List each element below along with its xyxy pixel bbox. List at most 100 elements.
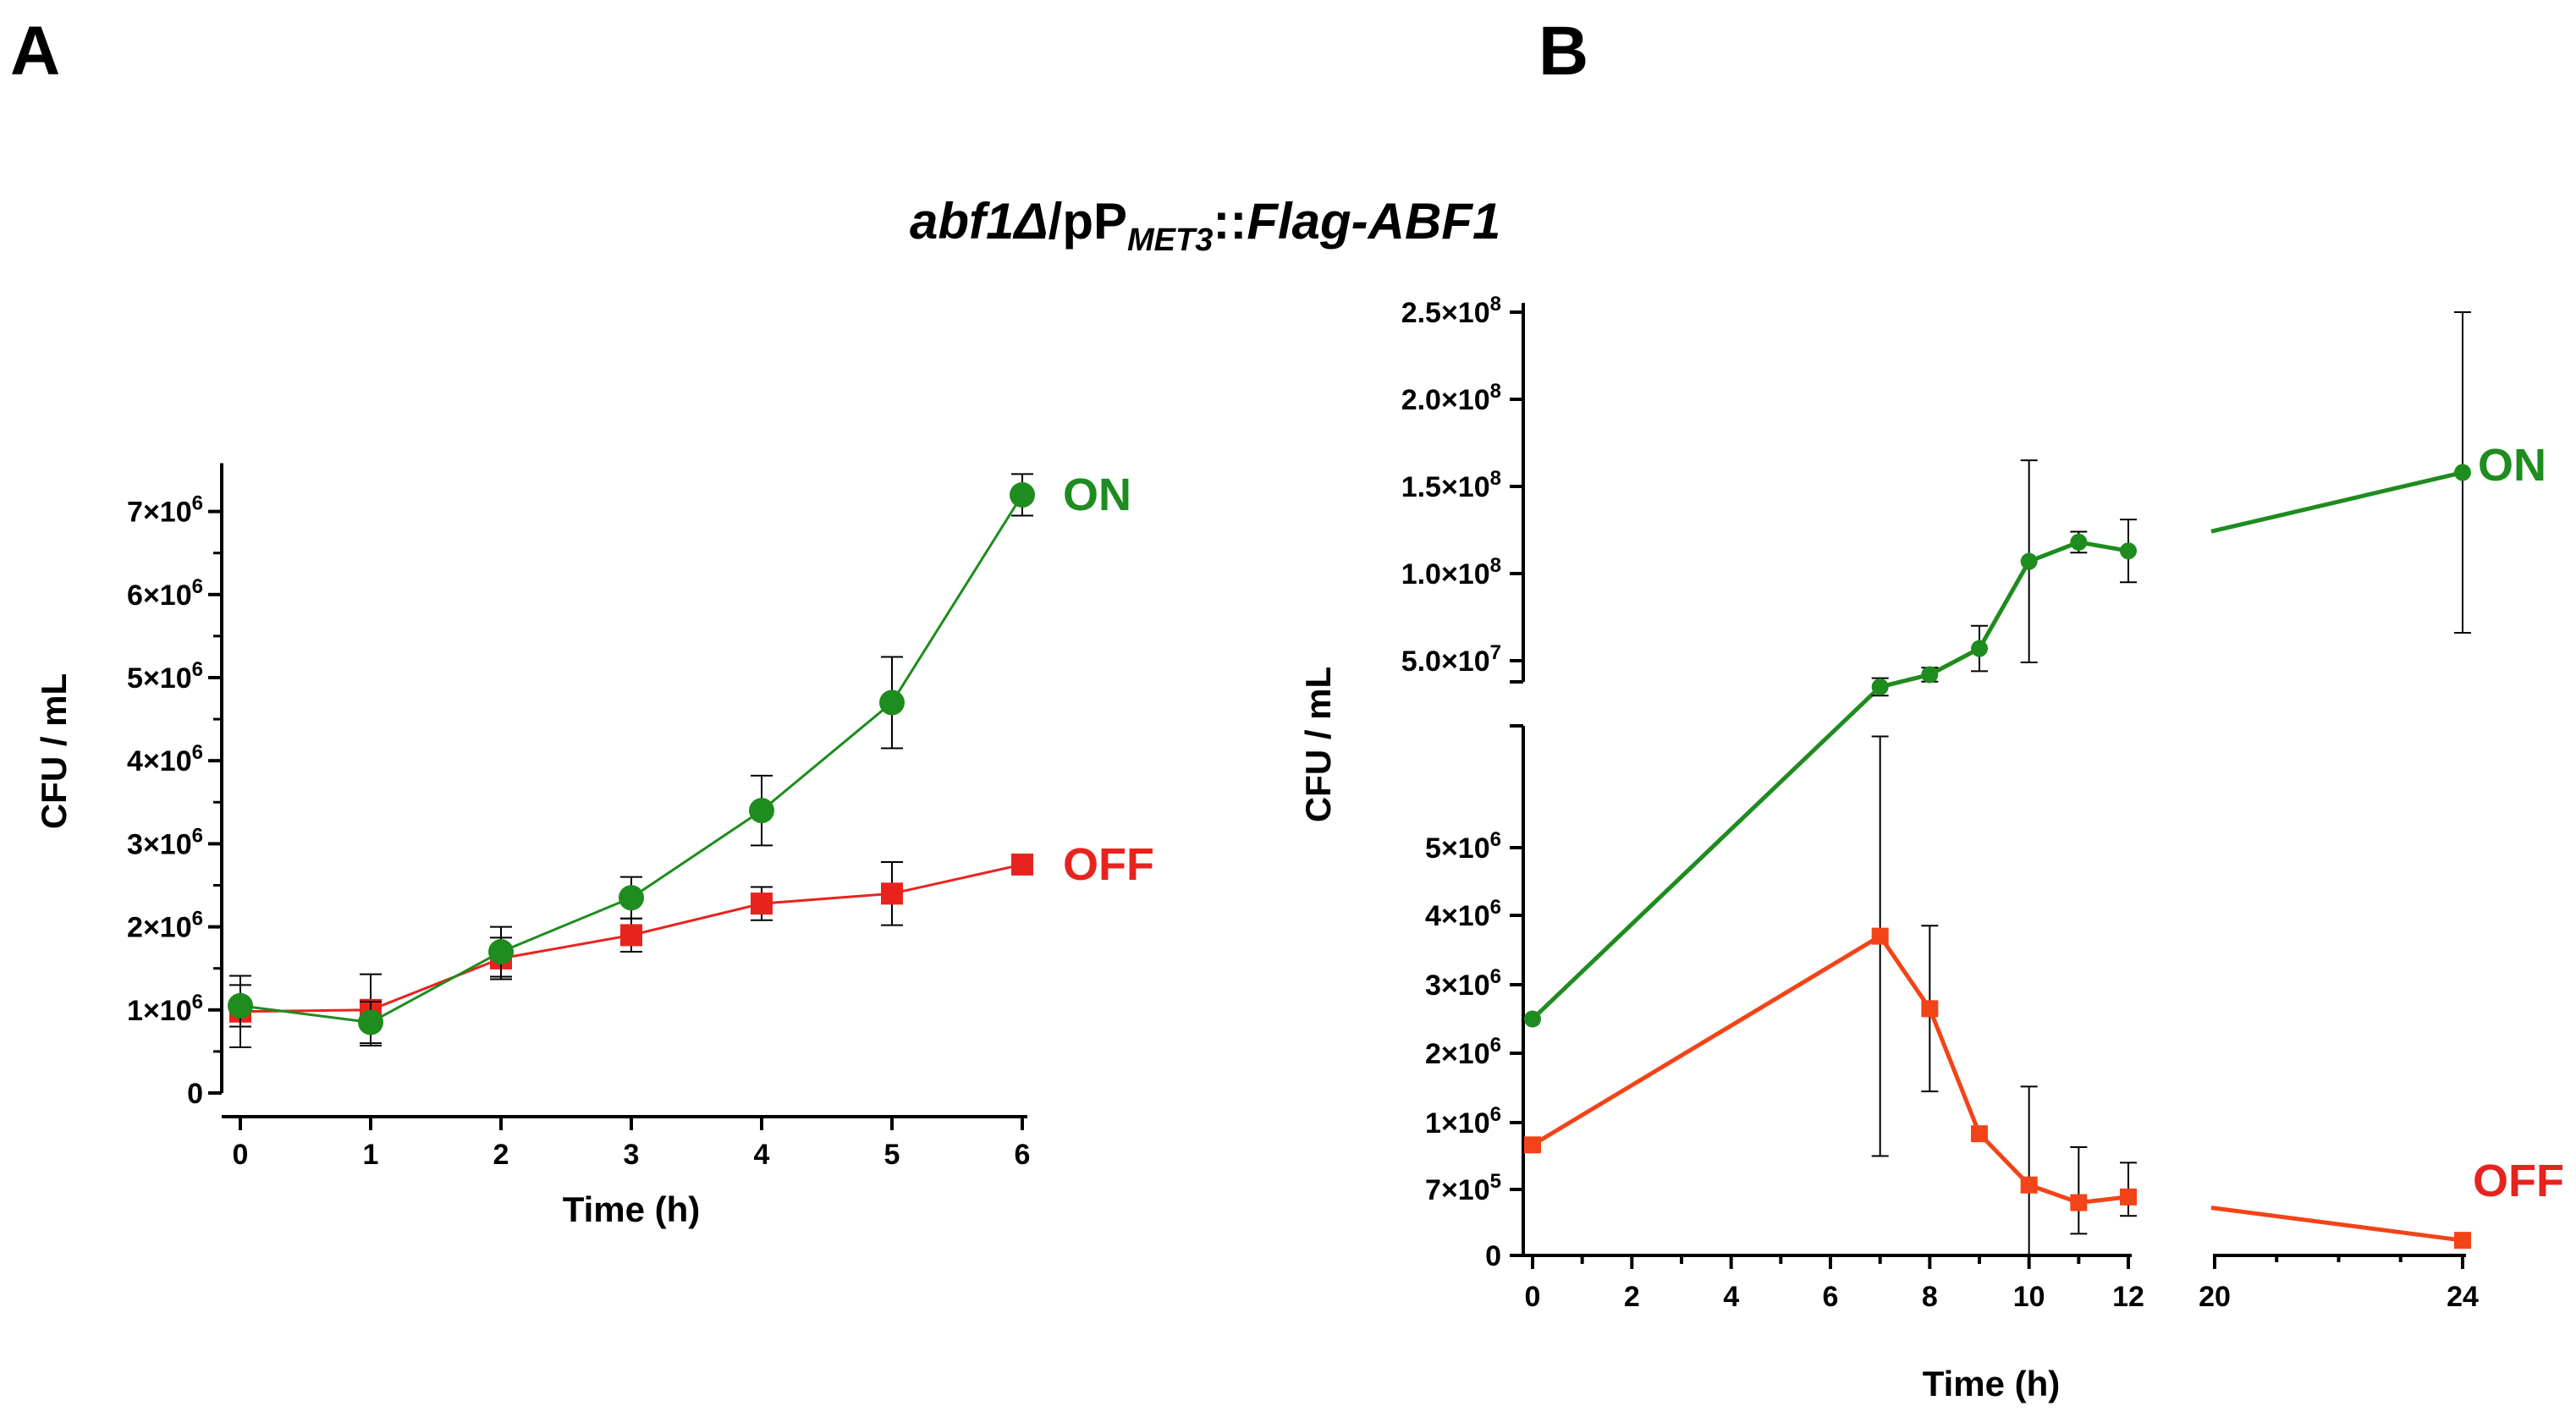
y-tick-label-a-exp: 6 xyxy=(192,824,203,847)
y-tick-label-a: 2×106 xyxy=(127,908,203,944)
y-tick-label-a-exp: 6 xyxy=(192,658,203,681)
x-tick-label-a: 4 xyxy=(754,1139,770,1171)
y-tick-label-a-exp: 6 xyxy=(192,741,203,764)
y-tick-label-a-base: 2×10 xyxy=(127,912,192,944)
y-axis-label-b: CFU / mL xyxy=(1298,667,1338,822)
y-tick-label-a: 3×106 xyxy=(127,824,203,860)
x-tick-label-b: 24 xyxy=(2447,1281,2479,1313)
chart-b: 5.0×1071.0×1081.5×1082.0×1082.5×10807×10… xyxy=(1298,293,2564,1403)
y-tick-label-upper-b-exp: 8 xyxy=(1490,293,1501,316)
y-tick-label-a-exp: 6 xyxy=(192,575,203,598)
title-promoter: MET3 xyxy=(1127,222,1213,258)
y-tick-label-lower-b: 2×106 xyxy=(1425,1034,1501,1070)
y-tick-label-a-base: 6×10 xyxy=(127,579,192,612)
y-tick-label-lower-b-base: 3×10 xyxy=(1425,969,1490,1002)
x-tick-label-a: 3 xyxy=(624,1139,640,1171)
y-tick-label-a-base: 1×10 xyxy=(127,995,192,1027)
y-tick-label-upper-b-base: 1.0×10 xyxy=(1401,558,1490,590)
title-construct: Flag-ABF1 xyxy=(1247,193,1500,250)
point-off-b xyxy=(2070,1194,2088,1211)
x-tick-label-a: 5 xyxy=(884,1139,900,1171)
x-tick-label-b: 20 xyxy=(2199,1281,2231,1313)
point-on-b xyxy=(1524,1010,1541,1028)
series-line-on-b xyxy=(2210,470,2463,534)
x-axis-label-b: Time (h) xyxy=(1923,1364,2061,1403)
y-tick-label-lower-b: 5×106 xyxy=(1425,828,1501,865)
point-on-b xyxy=(2120,542,2137,560)
point-on-a xyxy=(749,798,774,824)
x-tick-label-b: 0 xyxy=(1525,1281,1541,1313)
y-tick-label-lower-b-exp: 5 xyxy=(1490,1170,1501,1193)
y-tick-label-lower-b: 1×106 xyxy=(1425,1103,1501,1140)
series-line-off-b xyxy=(1531,933,2129,1206)
x-tick-label-a: 1 xyxy=(363,1139,379,1171)
title-gene: abf1Δ xyxy=(910,193,1049,250)
y-tick-label-upper-b: 1.5×108 xyxy=(1401,467,1501,503)
y-tick-label-upper-b: 2.0×108 xyxy=(1401,380,1501,416)
x-tick-label-a: 6 xyxy=(1015,1139,1031,1171)
x-tick-label-a: 2 xyxy=(493,1139,509,1171)
y-tick-label-upper-b-base: 2.0×10 xyxy=(1401,384,1490,416)
x-tick-label-b: 8 xyxy=(1922,1281,1938,1313)
x-tick-label-b: 6 xyxy=(1823,1281,1839,1313)
point-off-a xyxy=(1011,853,1033,876)
point-off-b xyxy=(1971,1125,1988,1143)
y-tick-label-a-base: 0 xyxy=(187,1078,203,1110)
y-tick-label-upper-b-exp: 7 xyxy=(1490,641,1501,664)
point-on-b xyxy=(2070,533,2088,551)
y-tick-label-lower-b-base: 7×10 xyxy=(1425,1174,1490,1206)
x-axis-label-a: Time (h) xyxy=(563,1189,701,1229)
y-tick-label-lower-b-base: 2×10 xyxy=(1425,1038,1490,1070)
y-tick-label-a: 0 xyxy=(187,1078,203,1110)
y-tick-label-a: 1×106 xyxy=(127,991,203,1027)
point-on-a xyxy=(619,885,644,911)
y-tick-label-lower-b: 0 xyxy=(1485,1240,1501,1272)
y-tick-label-lower-b-exp: 6 xyxy=(1490,896,1501,919)
point-off-b xyxy=(1921,1000,1939,1018)
point-on-a xyxy=(228,992,253,1019)
y-tick-label-upper-b-base: 2.5×10 xyxy=(1401,297,1490,329)
series-label-on-a: ON xyxy=(1063,470,1131,520)
point-off-a xyxy=(881,882,903,905)
point-on-a xyxy=(879,689,905,716)
point-on-a xyxy=(488,939,514,965)
y-tick-label-upper-b-exp: 8 xyxy=(1490,554,1501,577)
y-tick-label-upper-b-base: 5.0×10 xyxy=(1401,645,1490,678)
y-tick-label-lower-b-exp: 6 xyxy=(1490,828,1501,851)
x-tick-label-a: 0 xyxy=(233,1139,249,1171)
y-tick-label-lower-b-exp: 6 xyxy=(1490,1103,1501,1126)
x-tick-label-b: 12 xyxy=(2112,1281,2144,1313)
point-on-a xyxy=(358,1009,383,1035)
point-off-b xyxy=(2454,1232,2471,1249)
point-off-b xyxy=(2020,1176,2038,1194)
y-axis-label-a: CFU / mL xyxy=(34,673,74,829)
panel-label-b: B xyxy=(1538,13,1588,90)
y-tick-label-a-base: 5×10 xyxy=(127,662,192,695)
series-label-on-b: ON xyxy=(2478,440,2546,491)
point-off-a xyxy=(620,924,642,947)
point-off-b xyxy=(2120,1188,2137,1206)
y-tick-label-a-exp: 6 xyxy=(192,908,203,931)
point-on-b xyxy=(1971,640,1988,657)
title-sep: /pP xyxy=(1049,193,1127,250)
y-tick-label-lower-b-base: 5×10 xyxy=(1425,832,1490,865)
y-tick-label-upper-b: 5.0×107 xyxy=(1401,641,1501,678)
y-tick-label-lower-b-exp: 6 xyxy=(1490,1034,1501,1057)
y-tick-label-a-exp: 6 xyxy=(192,991,203,1013)
title-mid: :: xyxy=(1213,193,1247,250)
y-tick-label-a-exp: 6 xyxy=(192,492,203,515)
point-off-a xyxy=(751,892,773,915)
y-tick-label-lower-b-base: 4×10 xyxy=(1425,900,1490,932)
y-tick-label-lower-b-base: 0 xyxy=(1485,1240,1501,1272)
point-off-b xyxy=(1524,1136,1541,1154)
point-on-b xyxy=(2020,552,2038,570)
y-tick-label-a-base: 3×10 xyxy=(127,828,192,860)
series-label-off-a: OFF xyxy=(1063,839,1154,890)
panel-label-a: A xyxy=(10,13,60,90)
y-tick-label-a: 5×106 xyxy=(127,658,203,695)
point-on-b xyxy=(1921,666,1939,684)
y-tick-label-upper-b: 2.5×108 xyxy=(1401,293,1501,329)
y-tick-label-upper-b-base: 1.5×10 xyxy=(1401,471,1490,503)
